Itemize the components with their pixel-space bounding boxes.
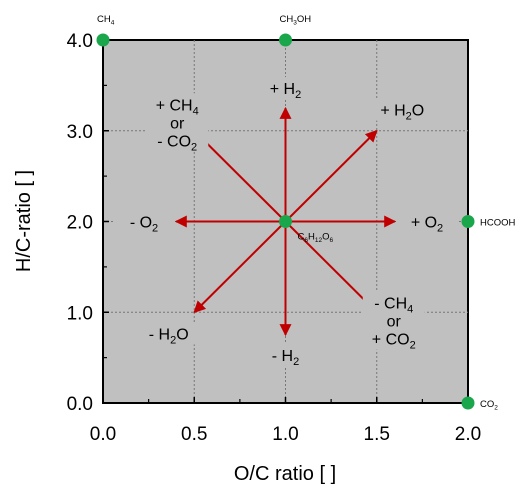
y-tick-label: 3.0 xyxy=(67,122,93,143)
y-tick-label: 0.0 xyxy=(67,394,93,415)
arrow-label-text: + H2​O xyxy=(380,103,424,123)
arrow-label: + O2​ xyxy=(396,211,458,235)
y-tick-label: 2.0 xyxy=(67,213,93,234)
arrow-label-text: or xyxy=(170,115,185,132)
point-label: CO2​ xyxy=(480,399,498,412)
data-point xyxy=(462,215,475,228)
y-tick-label: 4.0 xyxy=(67,31,93,52)
data-point xyxy=(279,215,292,228)
arrow-label-text: - H2​O xyxy=(149,326,189,346)
arrow-label-text: or xyxy=(387,314,402,331)
x-tick-label: 0.5 xyxy=(181,424,207,445)
arrow-label-text: + CH4​ xyxy=(156,97,199,117)
data-point xyxy=(462,397,475,410)
x-tick-label: 1.0 xyxy=(272,424,298,445)
point-label: CH3​OH xyxy=(280,14,312,27)
arrow-label: + H2​ xyxy=(255,77,317,101)
x-tick-label: 1.5 xyxy=(364,424,390,445)
arrow-label: + H2​O xyxy=(371,99,433,123)
arrow-label: + CH4​or- CO2​ xyxy=(146,93,208,153)
data-point xyxy=(279,34,292,47)
x-tick-label: 0.0 xyxy=(90,424,116,445)
arrow-label: - CH4​or+ CO2​ xyxy=(363,292,425,352)
point-label: CH4​ xyxy=(97,14,115,27)
arrow-label: - H2​O xyxy=(138,322,200,346)
y-axis-title: H/C-ratio [ ] xyxy=(13,170,35,272)
point-label: HCOOH xyxy=(480,218,516,229)
x-axis-title: O/C ratio [ ] xyxy=(234,463,336,485)
y-tick-label: 1.0 xyxy=(67,303,93,324)
arrow-label-text: + CO2​ xyxy=(372,332,416,352)
data-point xyxy=(97,34,110,47)
x-tick-label: 2.0 xyxy=(455,424,481,445)
arrow-label: - H2​ xyxy=(255,344,317,368)
arrow-label: - O2​ xyxy=(113,211,175,235)
